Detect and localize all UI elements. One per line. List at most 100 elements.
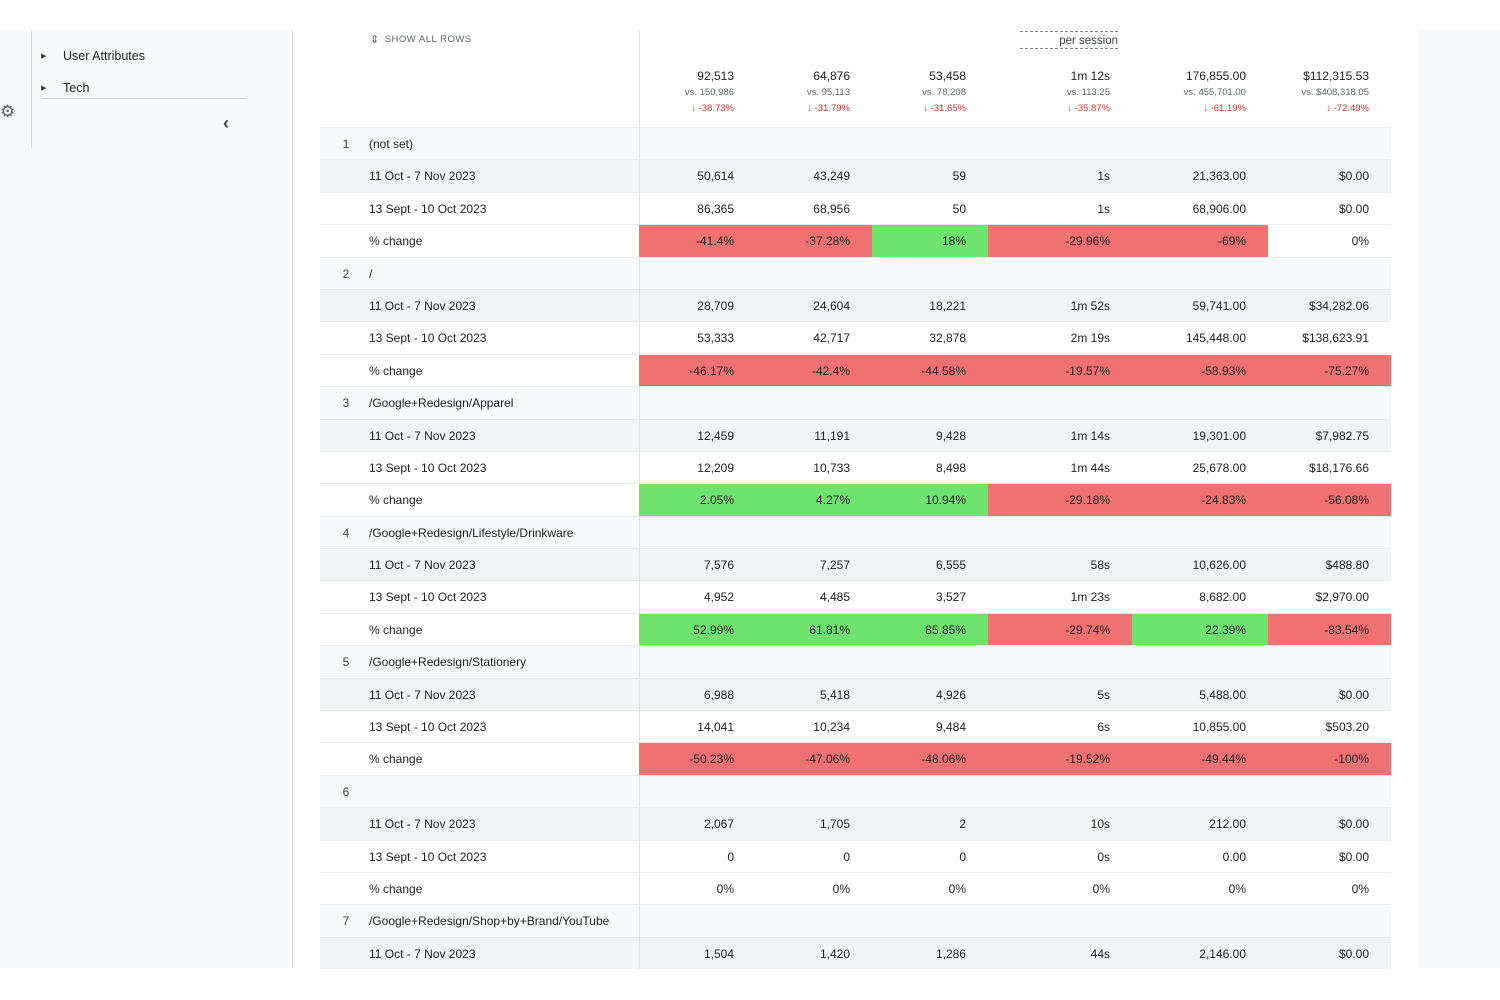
- group-row: 2/: [320, 256, 1391, 289]
- page-path-label[interactable]: /Google+Redesign/Shop+by+Brand/YouTube: [369, 914, 610, 929]
- divider: [42, 98, 246, 99]
- page-path-label[interactable]: /: [369, 266, 373, 281]
- metric-cell: 1s: [1097, 169, 1110, 184]
- sidebar-item-tech[interactable]: ▶ Tech: [41, 78, 89, 98]
- table-row: 13 Sept - 10 Oct 2023 0 0 0 0s 0.00 $0.00: [320, 839, 1391, 872]
- metric-cell: 4,926: [935, 687, 966, 702]
- row-index: 1: [342, 137, 350, 151]
- expand-arrow-icon: ▶: [41, 85, 47, 92]
- row-index: 3: [342, 396, 350, 411]
- change-cell: -19.52%: [988, 743, 1132, 775]
- metric-cell: 21,363.00: [1192, 169, 1246, 184]
- sidebar-item-label: Tech: [63, 81, 90, 95]
- metric-cell: $0.00: [1338, 201, 1369, 216]
- metric-cell: 8,498: [935, 460, 966, 475]
- column-divider: [639, 516, 640, 549]
- change-cell: 10.94%: [872, 484, 988, 516]
- change-label: % change: [369, 881, 423, 896]
- change-label: % change: [369, 363, 423, 378]
- show-all-rows-button[interactable]: ⇕ SHOW ALL ROWS: [370, 32, 472, 46]
- group-row: 1 (not set): [320, 127, 1391, 160]
- collapse-chevron-icon[interactable]: ‹: [223, 113, 229, 133]
- metric-cell: $34,282.06: [1308, 298, 1369, 313]
- column-divider: [639, 549, 640, 581]
- metric-cell: 68,906.00: [1192, 201, 1246, 216]
- change-cell: 4.27%: [756, 484, 872, 516]
- change-cell: -49.44%: [1132, 743, 1268, 775]
- metric-cell: 1m 14s: [1070, 428, 1110, 443]
- metric-cell: 7,257: [819, 558, 850, 573]
- metric-cell: 1,420: [819, 946, 850, 961]
- table-row: 11 Oct - 7 Nov 2023 12,459 11,191 9,428 1m 1…: [320, 418, 1391, 451]
- column-divider: [639, 840, 640, 872]
- left-panel: [0, 30, 292, 968]
- change-cell: -50.23%: [639, 743, 756, 775]
- column-divider: [639, 905, 640, 937]
- gear-icon[interactable]: ⚙: [0, 102, 16, 121]
- column-divider: [639, 451, 640, 484]
- metric-change-value: ↓ -61.19%: [1203, 103, 1246, 114]
- change-cell: -75.27%: [1268, 354, 1391, 387]
- change-label: % change: [369, 752, 423, 767]
- data-table: 1 (not set) 11 Oct - 7 Nov 2023 50,614 43,24…: [320, 127, 1391, 970]
- page-path-label[interactable]: (not set): [369, 137, 414, 151]
- sidebar-item-user-attributes[interactable]: ▶ User Attributes: [41, 46, 145, 66]
- metric-cell: 1,286: [935, 946, 966, 961]
- change-row: % change -41.4% -37.28% 18% -29.96% -69% 0%: [320, 224, 1391, 257]
- column-divider: [639, 160, 640, 192]
- table-row: 13 Sept - 10 Oct 2023 14,041 10,234 9,484 6s…: [320, 710, 1391, 743]
- metric-total: 1m 12s vs. 113.25 ↓ -35.87%: [990, 68, 1110, 116]
- sort-toggle-icon: ⇕: [370, 33, 380, 46]
- metric-cell: 59: [952, 169, 966, 184]
- metric-cell: 10,855.00: [1192, 720, 1246, 735]
- metric-total-value: 64,876: [813, 69, 850, 83]
- change-cell: -48.06%: [872, 743, 988, 775]
- metric-total-value: 176,855.00: [1185, 69, 1246, 83]
- metric-cell: 43,249: [813, 169, 850, 184]
- metric-cell: 3,527: [935, 590, 966, 605]
- sidebar-item-label: User Attributes: [63, 49, 145, 63]
- metric-cell: 5s: [1097, 687, 1110, 702]
- date-range-label: 11 Oct - 7 Nov 2023: [369, 817, 476, 832]
- metric-total: 176,855.00 vs. 455,701.00 ↓ -61.19%: [1126, 68, 1246, 116]
- group-row: 3/Google+Redesign/Apparel: [320, 386, 1391, 419]
- metric-cell: 24,604: [813, 298, 850, 313]
- group-row: 5/Google+Redesign/Stationery: [320, 645, 1391, 678]
- page-path-label[interactable]: /Google+Redesign/Apparel: [369, 396, 514, 411]
- table-row: 11 Oct - 7 Nov 2023 6,988 5,418 4,926 5s 5,48…: [320, 677, 1391, 711]
- change-row: % change 0% 0% 0% 0% 0% 0%: [320, 871, 1391, 905]
- change-cell: 85.85%: [872, 613, 988, 646]
- metric-cell: $2,970.00: [1315, 590, 1369, 605]
- metric-cell: 212.00: [1209, 817, 1246, 832]
- change-cell: -29.18%: [988, 484, 1132, 516]
- metric-cell: 4,952: [703, 590, 734, 605]
- date-range-label: 13 Sept - 10 Oct 2023: [369, 460, 487, 475]
- metric-cell: 42,717: [813, 331, 850, 346]
- row-index: 2: [342, 266, 350, 281]
- column-divider: [639, 128, 640, 160]
- metric-total-value: 53,458: [929, 69, 966, 83]
- metric-total: 53,458 vs. 78,208 ↓ -31.65%: [846, 68, 966, 116]
- metric-cell: $138,623.91: [1302, 331, 1369, 346]
- metric-total: $112,315.53 vs. $408,318.05 ↓ -72.49%: [1249, 68, 1369, 116]
- metric-cell: 1m 44s: [1070, 460, 1110, 475]
- column-header-per-session[interactable]: per session: [1020, 34, 1118, 49]
- change-cell: 0%: [1351, 881, 1369, 896]
- metric-cell: $0.00: [1338, 946, 1369, 961]
- page-path-label[interactable]: /Google+Redesign/Stationery: [369, 655, 527, 670]
- date-range-label: 11 Oct - 7 Nov 2023: [369, 558, 476, 573]
- date-range-label: 11 Oct - 7 Nov 2023: [369, 428, 476, 443]
- metric-cell: 11,191: [814, 428, 850, 443]
- change-cell: -46.17%: [639, 354, 756, 387]
- date-range-label: 11 Oct - 7 Nov 2023: [369, 946, 476, 961]
- page-path-label[interactable]: /Google+Redesign/Lifestyle/Drinkware: [369, 525, 574, 540]
- row-index: 4: [342, 525, 350, 540]
- metric-total: 92,513 vs. 150,986 ↓ -38.73%: [614, 68, 734, 116]
- metric-cell: 32,878: [929, 331, 966, 346]
- metric-cell: 145,448.00: [1185, 331, 1246, 346]
- metric-cell: 6,555: [935, 558, 966, 573]
- column-divider: [639, 646, 640, 678]
- change-cell: -47.06%: [756, 743, 872, 775]
- change-row: % change -46.17% -42.4% -44.58% -19.57% -58.9…: [320, 353, 1391, 387]
- metric-cell: 2,067: [703, 817, 734, 832]
